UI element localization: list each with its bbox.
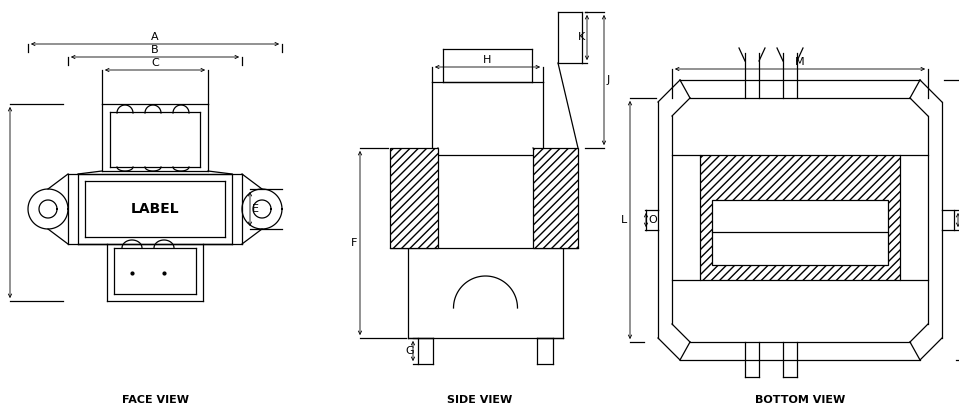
- Text: H: H: [483, 55, 492, 65]
- Polygon shape: [700, 155, 900, 280]
- Polygon shape: [533, 148, 578, 248]
- Text: BOTTOM VIEW: BOTTOM VIEW: [755, 395, 845, 405]
- Text: B: B: [152, 45, 159, 55]
- Polygon shape: [390, 148, 438, 248]
- Text: E: E: [252, 204, 259, 214]
- Text: C: C: [152, 58, 159, 68]
- Text: O: O: [648, 215, 657, 225]
- Text: F: F: [351, 238, 357, 248]
- Text: G: G: [406, 346, 414, 356]
- Text: M: M: [795, 57, 805, 67]
- Text: LABEL: LABEL: [130, 202, 179, 216]
- Text: SIDE VIEW: SIDE VIEW: [448, 395, 513, 405]
- Text: A: A: [152, 32, 159, 42]
- Text: J: J: [607, 75, 610, 85]
- Text: L: L: [620, 215, 627, 225]
- Text: K: K: [577, 33, 585, 42]
- Text: FACE VIEW: FACE VIEW: [122, 395, 189, 405]
- Polygon shape: [712, 200, 888, 265]
